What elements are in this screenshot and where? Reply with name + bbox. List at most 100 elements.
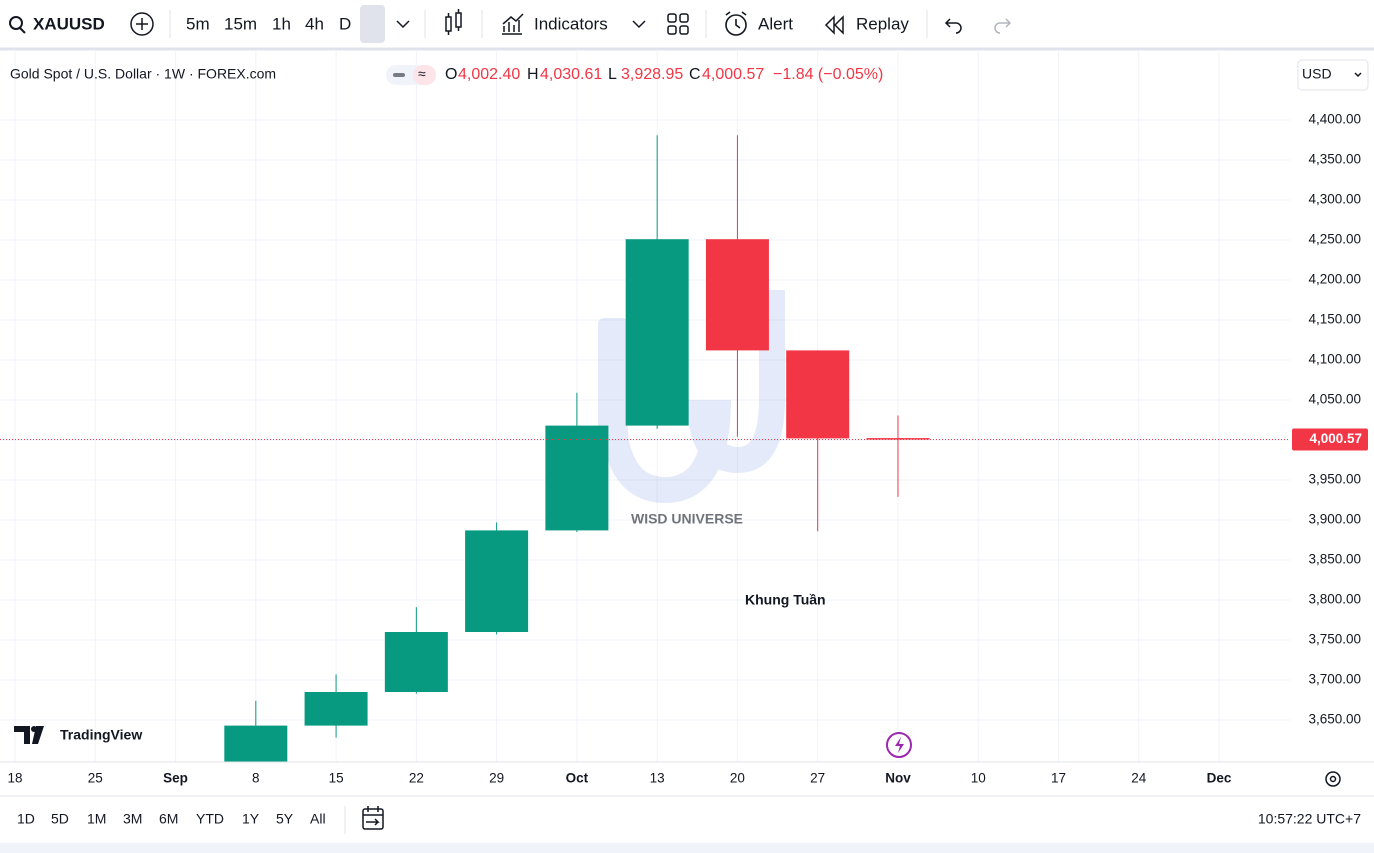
interval-dropdown[interactable] bbox=[396, 20, 410, 29]
search-icon[interactable] bbox=[9, 16, 23, 30]
symbol[interactable]: XAUUSD bbox=[33, 14, 105, 33]
indicators-icon bbox=[502, 13, 524, 35]
y-tick-label: 3,900.00 bbox=[1308, 512, 1361, 527]
goto-date-icon[interactable] bbox=[362, 806, 384, 830]
alert-button[interactable]: Alert bbox=[758, 14, 793, 33]
y-tick-label: 4,150.00 bbox=[1308, 312, 1361, 327]
search-icon bbox=[19, 27, 26, 34]
y-tick-label: 4,200.00 bbox=[1308, 272, 1361, 287]
interval-button[interactable]: 5m bbox=[186, 14, 210, 33]
annotation: Khung Tuần bbox=[745, 592, 826, 608]
y-tick-label: 4,350.00 bbox=[1308, 152, 1361, 167]
indicators-button[interactable]: Indicators bbox=[534, 14, 608, 33]
alert-icon bbox=[725, 11, 747, 36]
interval-button[interactable]: 15m bbox=[224, 14, 257, 33]
separators bbox=[169, 10, 928, 38]
y-tick-label: 3,750.00 bbox=[1308, 632, 1361, 647]
range-button[interactable]: 6M bbox=[159, 811, 178, 827]
event-marker-icon bbox=[895, 737, 904, 753]
x-tick-label: 8 bbox=[252, 771, 260, 786]
settings-icon[interactable] bbox=[1325, 771, 1341, 787]
legend-c: 4,000.57 bbox=[702, 66, 764, 83]
y-tick-label: 4,300.00 bbox=[1308, 192, 1361, 207]
event-marker[interactable] bbox=[886, 732, 912, 758]
x-tick-label: 18 bbox=[7, 771, 22, 786]
interval-button[interactable]: 4h bbox=[305, 14, 324, 33]
y-tick-label: 3,800.00 bbox=[1308, 592, 1361, 607]
range-button[interactable]: 1Y bbox=[242, 811, 260, 827]
range-button[interactable]: 1D bbox=[17, 811, 35, 827]
x-tick-label: 25 bbox=[88, 771, 103, 786]
y-tick-label: 4,050.00 bbox=[1308, 392, 1361, 407]
legend-c-label: C bbox=[689, 66, 701, 83]
y-tick-label: 4,250.00 bbox=[1308, 232, 1361, 247]
redo-button[interactable] bbox=[994, 18, 1012, 34]
x-tick-label: 15 bbox=[329, 771, 344, 786]
y-tick-label: 3,850.00 bbox=[1308, 552, 1361, 567]
toolbar bbox=[0, 0, 1374, 48]
x-tick-label: Oct bbox=[566, 771, 589, 786]
legend-l: 3,928.95 bbox=[621, 66, 683, 83]
legend-pill bbox=[413, 65, 436, 85]
y-tick-label: 3,700.00 bbox=[1308, 672, 1361, 687]
currency: USD bbox=[1302, 66, 1332, 82]
x-tick-label: Sep bbox=[163, 771, 188, 786]
tradingview-logo bbox=[14, 726, 44, 744]
currency-select[interactable] bbox=[1297, 59, 1369, 91]
legend-pill-icon bbox=[393, 73, 405, 77]
interval-active bbox=[360, 5, 385, 43]
legend-o: 4,002.40 bbox=[458, 66, 520, 83]
clock: 10:57:22 UTC+7 bbox=[1258, 811, 1361, 827]
y-tick-label: 3,650.00 bbox=[1308, 712, 1361, 727]
candle-body bbox=[465, 530, 529, 632]
y-tick-label: 3,950.00 bbox=[1308, 472, 1361, 487]
watermark-logo bbox=[598, 290, 785, 504]
y-tick-label: 4,100.00 bbox=[1308, 352, 1361, 367]
legend-o-label: O bbox=[445, 66, 457, 83]
currency-dropdown bbox=[1354, 72, 1362, 78]
logo-text: TradingView bbox=[60, 727, 142, 743]
legend-title: Gold Spot / U.S. Dollar · 1W · FOREX.com bbox=[10, 66, 276, 82]
legend-change: −1.84 (−0.05%) bbox=[773, 66, 883, 83]
range-button[interactable]: 3M bbox=[123, 811, 142, 827]
indicators-dropdown[interactable] bbox=[632, 20, 646, 29]
range-button[interactable]: YTD bbox=[196, 811, 224, 827]
candle-body bbox=[786, 350, 850, 439]
legend-l-label: L bbox=[608, 66, 617, 83]
interval-button[interactable]: D bbox=[339, 14, 351, 33]
add-symbol-icon bbox=[136, 18, 148, 30]
watermark-text: WISD UNIVERSE bbox=[631, 511, 743, 527]
candle-body bbox=[705, 239, 769, 351]
x-tick-label: 22 bbox=[409, 771, 424, 786]
candle-body bbox=[384, 632, 448, 692]
undo-button[interactable] bbox=[944, 18, 962, 34]
x-tick-label: 13 bbox=[650, 771, 665, 786]
last-price-tag bbox=[1292, 428, 1368, 451]
x-tick-label: 27 bbox=[810, 771, 825, 786]
add-symbol[interactable] bbox=[130, 12, 154, 36]
layouts-icon[interactable] bbox=[667, 13, 689, 35]
x-tick-label: Dec bbox=[1207, 771, 1232, 786]
range-button[interactable]: 5D bbox=[51, 811, 69, 827]
range-button[interactable]: 1M bbox=[87, 811, 106, 827]
candle-body bbox=[224, 725, 288, 762]
legend-h: 4,030.61 bbox=[540, 66, 602, 83]
x-tick-label: 24 bbox=[1131, 771, 1147, 786]
page-footer bbox=[0, 843, 1374, 853]
replay-button[interactable]: Replay bbox=[856, 14, 909, 33]
range-button[interactable]: All bbox=[310, 811, 326, 827]
interval-button[interactable]: 1h bbox=[272, 14, 291, 33]
range-button[interactable]: 5Y bbox=[276, 811, 294, 827]
replay-icon bbox=[824, 15, 844, 35]
x-tick-label: 17 bbox=[1051, 771, 1066, 786]
y-tick-label: 4,400.00 bbox=[1308, 112, 1361, 127]
candle-body bbox=[625, 239, 689, 426]
legend-h-label: H bbox=[527, 66, 539, 83]
x-tick-label: 10 bbox=[971, 771, 986, 786]
legend-pill-icon: ≈ bbox=[418, 66, 426, 82]
x-tick-label: 20 bbox=[730, 771, 745, 786]
candle-body bbox=[866, 438, 930, 440]
chart-type-icon[interactable] bbox=[445, 9, 462, 35]
